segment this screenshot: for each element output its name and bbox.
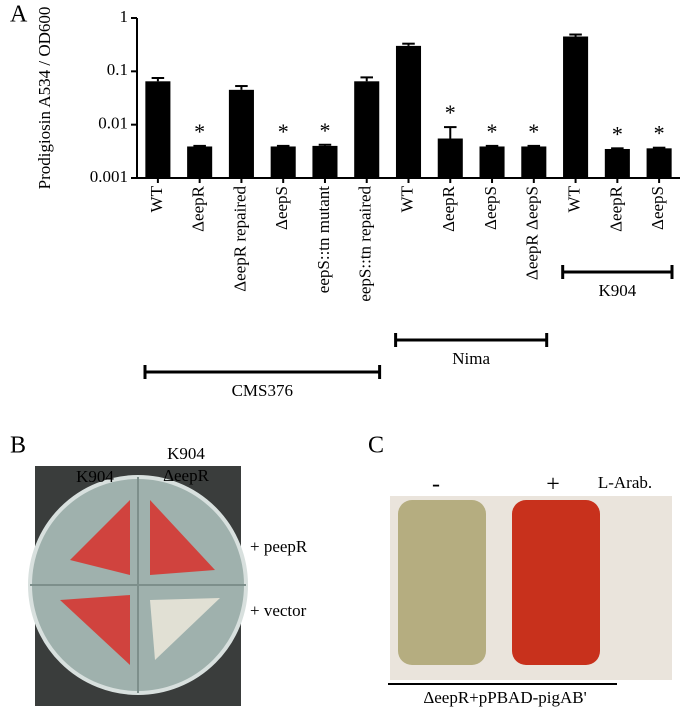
x-tick-label: ΔeepR: [606, 185, 625, 232]
x-tick-label: WT: [397, 185, 416, 212]
bar: [395, 45, 422, 178]
bar: [312, 145, 338, 178]
x-tick-label: ΔeepS: [648, 186, 667, 230]
bar: [563, 36, 589, 178]
significance: *: [319, 118, 330, 143]
group-label: Nima: [452, 349, 490, 368]
bar: [270, 146, 296, 178]
bar: [437, 138, 463, 178]
significance: *: [194, 119, 205, 144]
row-label: + peepR: [250, 537, 308, 556]
y-tick-label: 1: [120, 7, 129, 26]
significance: *: [528, 119, 539, 144]
significance: *: [487, 119, 498, 144]
x-tick-label: ΔeepR ΔeepS: [523, 186, 542, 280]
significance: *: [654, 121, 665, 146]
x-tick-label: WT: [147, 185, 166, 212]
significance: *: [612, 121, 623, 146]
x-tick-label: WT: [564, 185, 583, 212]
x-tick-label: eepS::tn repaired: [356, 186, 375, 302]
condition-label: L-Arab.: [598, 473, 652, 492]
condition-label: -: [432, 472, 440, 498]
y-tick-label: 0.1: [107, 60, 128, 79]
x-tick-label: eepS::tn mutant: [314, 186, 333, 293]
group-label: CMS376: [232, 381, 293, 400]
bar: [479, 146, 505, 178]
bar: [354, 81, 380, 178]
panel-letter: A: [10, 2, 28, 28]
row-label: + vector: [250, 601, 307, 620]
bar: [521, 146, 547, 178]
x-tick-label: ΔeepR: [189, 185, 208, 232]
bar: [604, 148, 630, 178]
panel-letter: C: [368, 433, 384, 459]
y-tick-label: 0.01: [98, 114, 128, 133]
y-tick-label: 0.001: [90, 167, 128, 186]
group-label: K904: [598, 281, 636, 300]
column-label: K904: [76, 467, 114, 486]
plate-photo: [28, 466, 248, 706]
significance: *: [445, 100, 456, 125]
bar: [228, 89, 254, 178]
y-axis-label: Prodigiosin A534 / OD600: [35, 7, 54, 190]
bar: [646, 148, 672, 178]
bar: [187, 146, 213, 178]
x-tick-label: ΔeepS: [481, 186, 500, 230]
tube-photo: [390, 496, 672, 680]
significance: *: [278, 119, 289, 144]
bar: [145, 81, 171, 178]
column-label: ΔeepR: [163, 466, 210, 485]
condition-label: +: [546, 472, 560, 498]
x-tick-label: ΔeepS: [272, 186, 291, 230]
caption: ΔeepR+pPBAD-pigAB': [423, 688, 586, 707]
x-tick-label: ΔeepR repaired: [230, 186, 249, 292]
panel-letter: B: [10, 433, 26, 459]
x-tick-label: ΔeepR: [439, 185, 458, 232]
column-label: K904: [167, 444, 205, 463]
